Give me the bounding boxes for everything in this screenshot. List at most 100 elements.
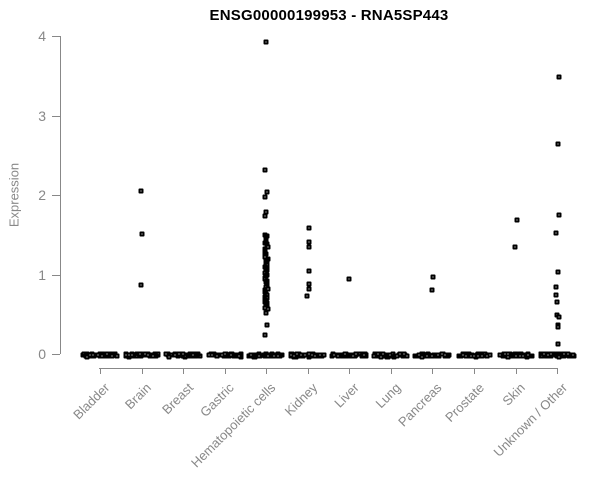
data-point xyxy=(387,352,393,358)
data-point xyxy=(262,167,268,173)
data-point xyxy=(166,354,172,359)
data-point xyxy=(442,352,448,358)
data-point xyxy=(264,322,270,328)
y-tick-mark xyxy=(52,274,60,276)
data-point xyxy=(331,352,337,358)
data-point xyxy=(263,310,269,316)
category-label: Liver xyxy=(331,380,362,411)
data-point xyxy=(306,268,312,274)
data-point xyxy=(514,217,520,223)
data-point xyxy=(236,353,242,359)
y-tick-label: 3 xyxy=(38,107,46,124)
x-axis-line xyxy=(99,368,558,369)
data-point xyxy=(99,353,105,359)
data-point xyxy=(555,269,561,275)
y-tick-label: 4 xyxy=(38,28,46,44)
y-tick-mark xyxy=(52,354,60,355)
data-point xyxy=(129,352,135,358)
data-point xyxy=(263,39,269,45)
x-tick-mark xyxy=(473,368,475,374)
x-tick-mark xyxy=(557,368,559,374)
y-tick-label: 0 xyxy=(38,346,46,362)
x-tick-mark xyxy=(515,368,517,374)
x-tick-mark xyxy=(307,368,309,374)
data-point xyxy=(263,209,269,215)
data-point xyxy=(317,352,323,358)
data-point xyxy=(555,341,561,347)
category-label: Unknown / Other xyxy=(490,380,570,460)
data-point xyxy=(114,353,120,359)
category-label: Prostate xyxy=(441,380,487,425)
data-point xyxy=(335,353,341,359)
data-point xyxy=(104,351,110,357)
data-point xyxy=(84,354,90,360)
data-point xyxy=(262,332,268,338)
data-point xyxy=(288,352,294,358)
x-tick-mark xyxy=(390,368,392,374)
data-point xyxy=(304,293,310,299)
data-point xyxy=(556,74,562,80)
data-point xyxy=(346,276,352,282)
data-point xyxy=(424,353,430,359)
data-point xyxy=(416,352,422,358)
y-tick-label: 1 xyxy=(38,266,46,283)
y-tick-mark xyxy=(52,195,60,196)
category-label: Kidney xyxy=(281,380,321,419)
data-point xyxy=(302,352,308,358)
category-label: Breast xyxy=(158,380,196,418)
data-point xyxy=(553,284,559,290)
data-point xyxy=(180,351,186,357)
data-point xyxy=(553,292,559,298)
data-point xyxy=(556,354,562,360)
data-point xyxy=(275,353,281,359)
category-label: Gastric xyxy=(197,380,238,420)
data-point xyxy=(570,352,576,358)
data-point xyxy=(556,212,562,218)
data-point xyxy=(394,353,400,359)
data-point xyxy=(265,353,271,358)
x-tick-mark xyxy=(183,368,185,374)
data-point xyxy=(361,352,367,358)
data-point xyxy=(306,286,312,292)
data-point xyxy=(248,352,254,358)
data-point xyxy=(109,353,115,359)
category-label: Pancreas xyxy=(395,380,446,430)
data-point xyxy=(545,352,550,358)
x-tick-mark xyxy=(224,368,226,374)
data-point xyxy=(484,353,490,359)
data-point xyxy=(435,352,441,358)
data-point xyxy=(150,353,156,359)
data-point xyxy=(350,353,356,359)
data-point xyxy=(554,299,560,305)
data-point xyxy=(123,352,129,358)
data-point xyxy=(513,353,519,359)
data-point xyxy=(555,141,561,147)
category-label: Brain xyxy=(122,380,155,413)
data-point xyxy=(138,282,144,288)
data-point xyxy=(222,351,228,357)
data-point xyxy=(306,281,312,287)
data-point xyxy=(553,230,559,236)
data-point xyxy=(306,244,312,250)
data-point xyxy=(262,213,268,219)
data-point xyxy=(139,231,145,237)
data-point xyxy=(502,351,508,357)
data-point xyxy=(342,351,348,357)
y-axis-line xyxy=(60,36,61,354)
data-point xyxy=(256,353,262,359)
data-point xyxy=(264,189,270,195)
data-point xyxy=(206,352,212,358)
data-point xyxy=(429,353,435,359)
data-point xyxy=(190,352,196,358)
data-point xyxy=(430,274,436,280)
data-point xyxy=(294,351,300,357)
data-point xyxy=(262,194,268,200)
category-label: Lung xyxy=(372,380,404,412)
category-label: Skin xyxy=(499,380,529,409)
data-point xyxy=(520,353,526,359)
data-point xyxy=(525,352,531,358)
x-tick-mark xyxy=(266,368,268,374)
data-point xyxy=(176,351,182,357)
data-point xyxy=(555,324,561,330)
y-tick-mark xyxy=(52,115,60,117)
